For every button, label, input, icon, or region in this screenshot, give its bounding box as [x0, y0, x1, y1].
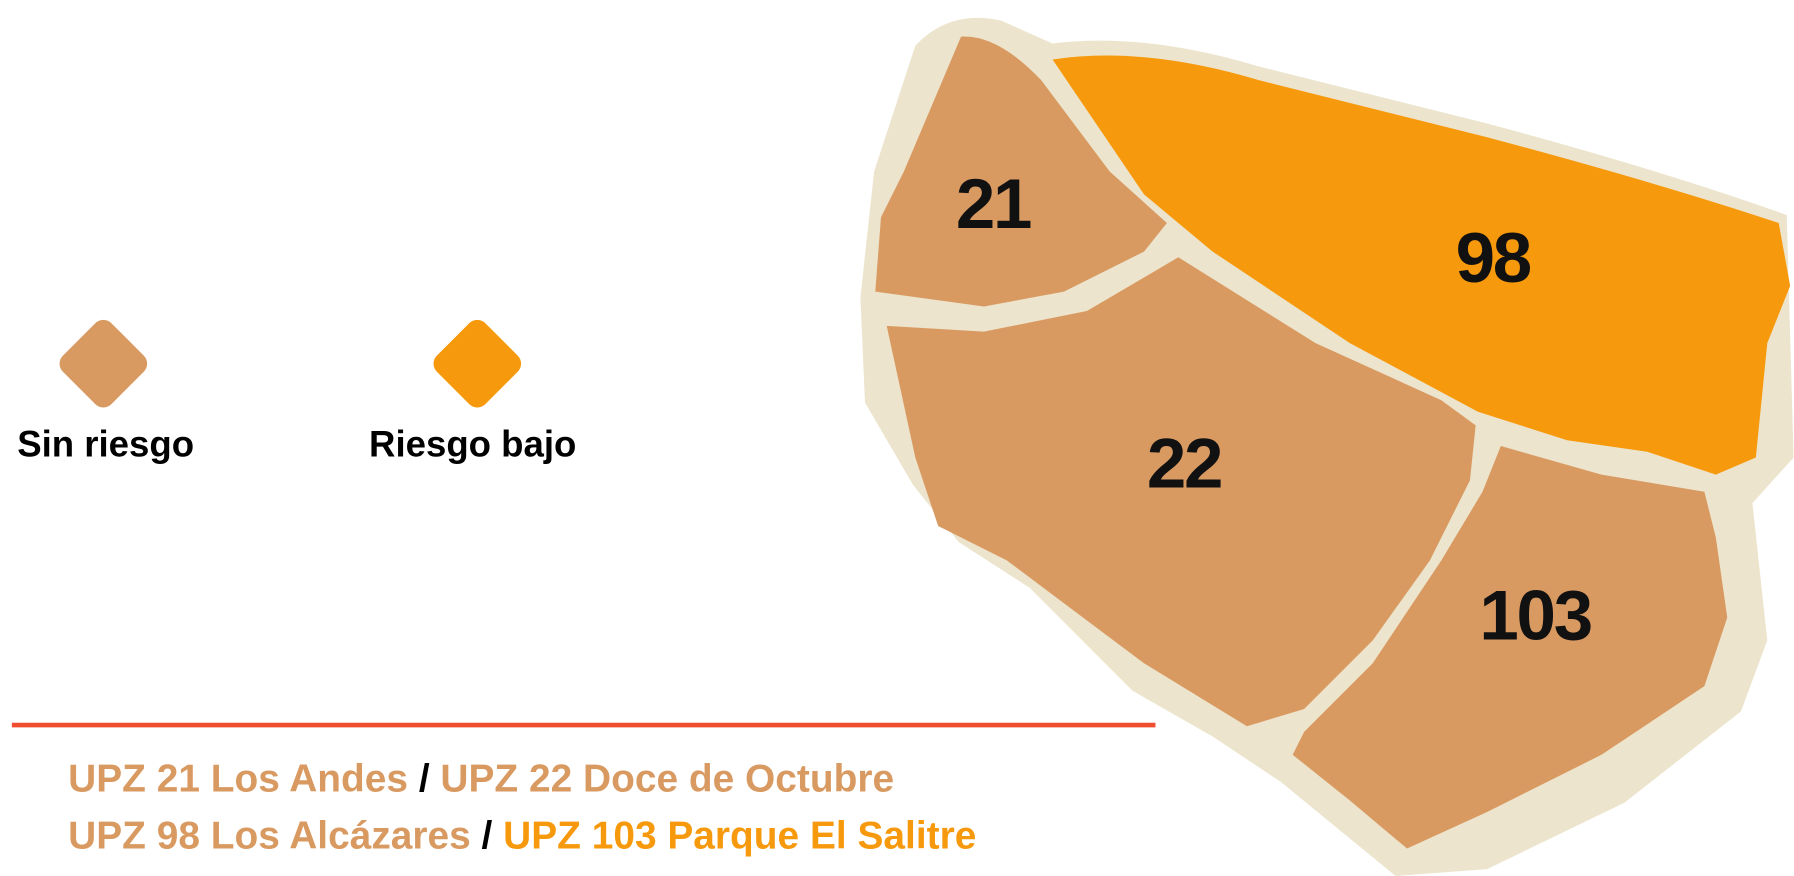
footer-item: UPZ 21 Los Andes [68, 757, 408, 800]
region [1292, 446, 1728, 849]
footer-line: UPZ 21 Los Andes / UPZ 22 Doce de Octubr… [14, 757, 926, 800]
footer-separator: / [471, 815, 503, 858]
region [875, 36, 1167, 307]
footer-item: UPZ 98 Los Alcázares [68, 815, 471, 858]
footer-line: UPZ 98 Los Alcázares / UPZ 103 Parque El… [14, 815, 1009, 858]
legend-label: Riesgo bajo [369, 423, 576, 464]
region-label: 22 [1147, 425, 1221, 504]
legend-swatch [59, 319, 148, 408]
footer-separator: / [408, 757, 440, 800]
legend-label: Sin riesgo [17, 423, 194, 464]
region-label: 103 [1479, 577, 1590, 656]
footer-item: UPZ 22 Doce de Octubre [440, 757, 894, 800]
region-label: 98 [1456, 219, 1531, 298]
region [1052, 55, 1791, 475]
region [886, 257, 1476, 727]
legend-swatch [433, 319, 522, 408]
footer-item: UPZ 103 Parque El Salitre [503, 815, 976, 858]
region-label: 21 [956, 165, 1031, 244]
regions [875, 36, 1791, 849]
